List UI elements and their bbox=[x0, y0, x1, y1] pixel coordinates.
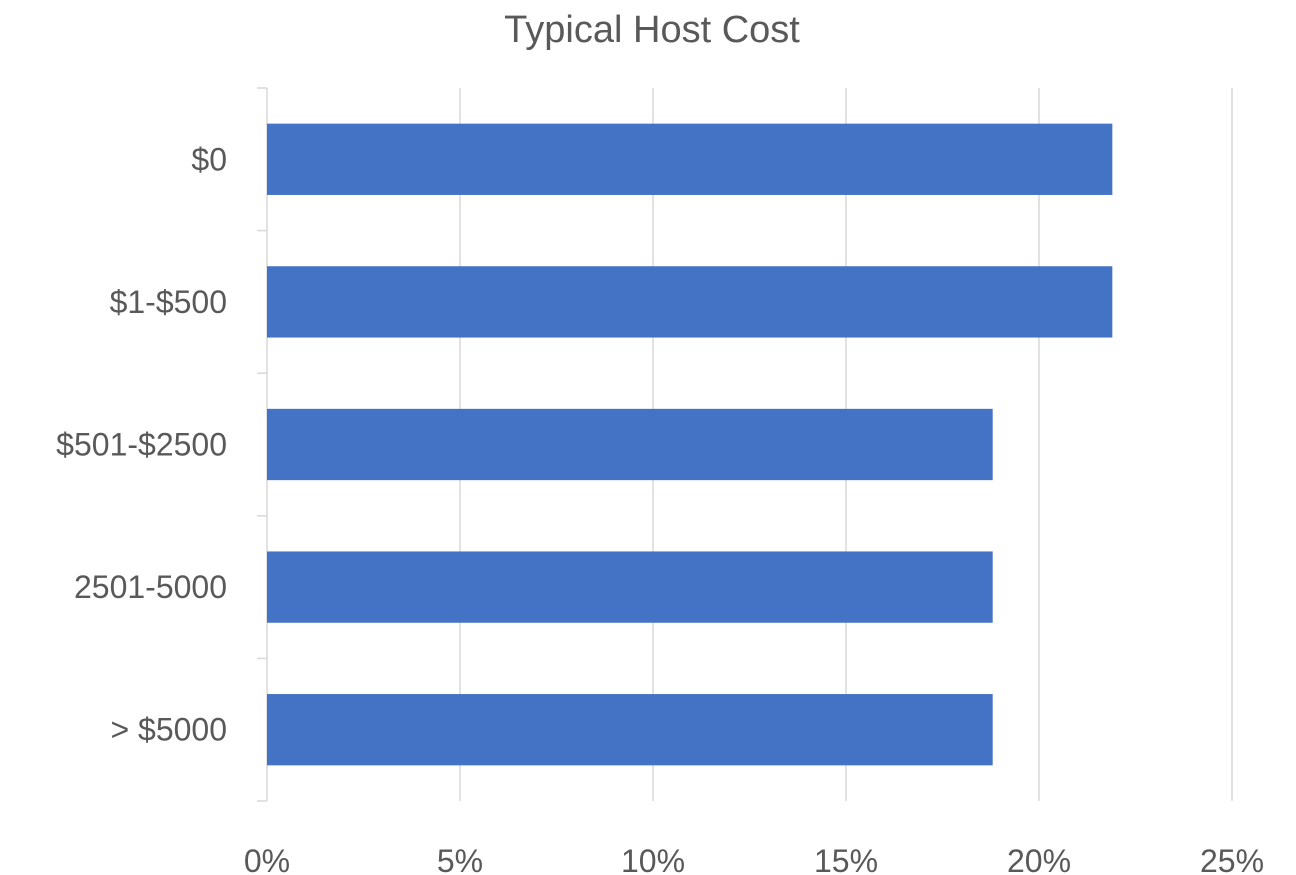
chart-title: Typical Host Cost bbox=[504, 9, 800, 51]
category-label: $0 bbox=[191, 141, 227, 177]
x-tick-label: 5% bbox=[437, 843, 483, 875]
bar bbox=[267, 408, 993, 481]
category-labels: $0 $1-$500 $501-$2500 2501-5000 > $5000 bbox=[56, 141, 227, 747]
bar bbox=[267, 551, 993, 623]
category-label: $501-$2500 bbox=[56, 427, 227, 463]
category-label: $1-$500 bbox=[110, 284, 227, 320]
category-axis bbox=[257, 87, 268, 802]
bar bbox=[267, 694, 993, 766]
bars bbox=[267, 123, 1113, 766]
x-tick-label: 15% bbox=[814, 843, 878, 875]
category-label: 2501-5000 bbox=[74, 569, 227, 605]
category-label: > $5000 bbox=[110, 712, 227, 748]
x-tick-label: 0% bbox=[244, 843, 290, 875]
x-tick-label: 10% bbox=[621, 843, 685, 875]
value-axis-labels: 0% 5% 10% 15% 20% 25% bbox=[244, 843, 1264, 875]
bar bbox=[267, 123, 1113, 195]
x-tick-label: 25% bbox=[1200, 843, 1264, 875]
bar bbox=[267, 266, 1113, 338]
x-tick-label: 20% bbox=[1007, 843, 1071, 875]
